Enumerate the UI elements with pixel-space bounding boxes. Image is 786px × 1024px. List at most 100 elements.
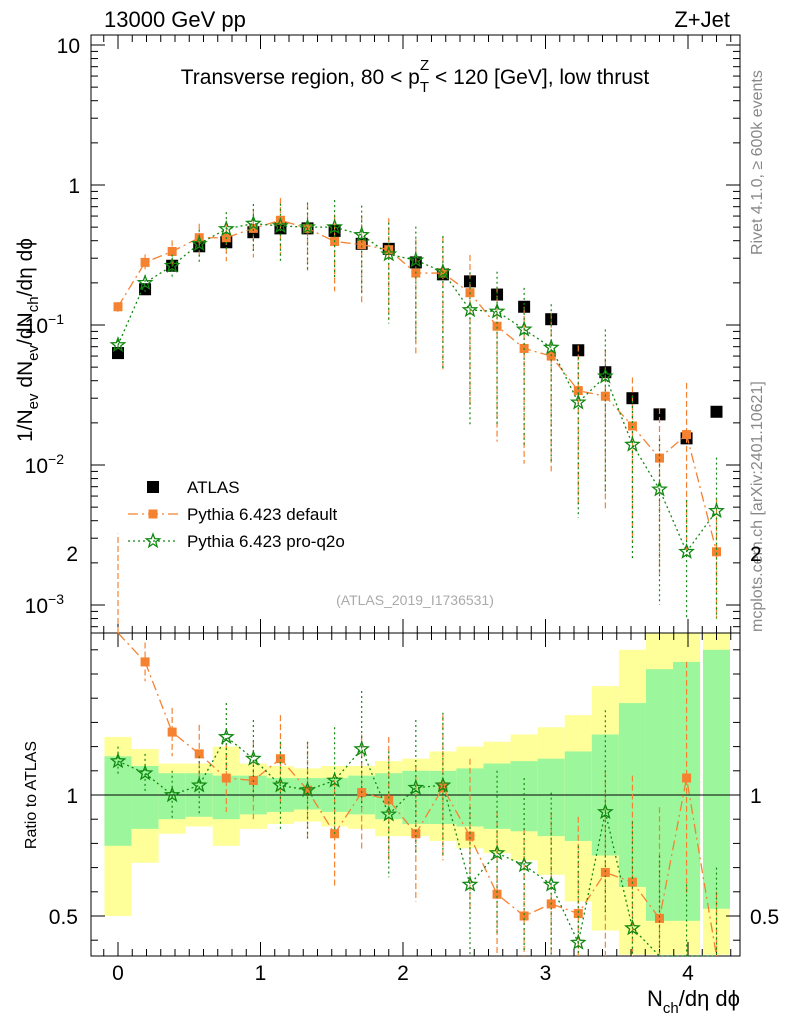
data-point — [217, 220, 235, 237]
ratio-point — [542, 875, 560, 892]
title-pre: Transverse region, 80 < p — [181, 66, 420, 89]
data-point — [488, 302, 506, 319]
x-axis-label: Nch/dη dϕ — [647, 986, 740, 1017]
legend-marker — [147, 481, 159, 493]
ratio-y-tick-label-right: 1 — [750, 785, 762, 808]
data-point — [167, 246, 177, 256]
legend: ATLAS Pythia 6.423 default Pythia 6.423 pr… — [128, 478, 345, 551]
data-point — [190, 234, 208, 251]
data-point — [596, 367, 614, 384]
collision-label: 13000 GeV pp — [104, 7, 246, 32]
x-tick-label: 3 — [540, 962, 552, 985]
data-point — [710, 405, 723, 418]
ratio-point — [515, 856, 533, 873]
title-sub: T — [420, 79, 429, 96]
data-point — [299, 218, 316, 235]
ratio-point — [136, 764, 154, 781]
ratio-point — [380, 805, 398, 822]
data-point — [653, 408, 666, 421]
data-point — [678, 542, 695, 559]
data-point — [624, 435, 641, 452]
ratio-point — [163, 786, 181, 803]
data-point — [407, 251, 425, 268]
data-point — [461, 301, 479, 318]
data-point — [492, 321, 502, 331]
ratio-y-tick-label: 2 — [66, 543, 78, 566]
rivet-label: Rivet 4.1.0, ≥ 600k events — [749, 70, 766, 255]
title-sup: Z — [420, 57, 429, 74]
analysis-reference: (ATLAS_2019_I1736531) — [336, 592, 494, 608]
data-point — [655, 453, 664, 463]
data-point — [357, 240, 367, 250]
ratio-uncertainty-bands — [104, 633, 730, 955]
data-point — [136, 274, 154, 290]
legend-label: ATLAS — [187, 478, 240, 497]
data-point — [573, 386, 583, 396]
data-point — [627, 421, 637, 431]
legend-entry: Pythia 6.423 default — [128, 505, 338, 524]
main-y-tick-exponent: −3 — [48, 591, 64, 607]
ratio-point — [326, 771, 344, 788]
main-y-tick-exponent: −2 — [48, 451, 64, 467]
data-point — [434, 262, 452, 279]
ratio-point — [272, 776, 289, 793]
main-y-tick-label: 10 — [57, 35, 80, 58]
ratio-panel: 0.5 0.5 1 1 2 2 0 1 2 3 4 Ratio to ATLAS Nch/dη dϕ — [23, 533, 779, 1017]
legend-marker — [148, 509, 158, 519]
mcplots-label: mcplots.cern.ch [arXiv:2401.10621] — [749, 381, 766, 632]
main-y-tick-exponent: −1 — [48, 311, 64, 327]
main-y-axis-label: 1/Nev dNev/dNch/dη dϕ — [14, 238, 42, 442]
ratio-point — [353, 740, 371, 757]
ratio-point — [624, 919, 641, 936]
data-point — [712, 547, 721, 557]
ratio-point — [190, 776, 208, 793]
ratio-point — [573, 909, 583, 919]
ratio-y-axis-label: Ratio to ATLAS — [23, 741, 40, 849]
series-line — [117, 222, 718, 554]
data-point — [682, 430, 692, 440]
ratio-point — [488, 844, 506, 861]
ratio-point — [303, 785, 313, 795]
x-tick-label: 2 — [397, 962, 409, 985]
ratio-point — [465, 831, 475, 841]
legend-marker — [144, 532, 162, 549]
ratio-point — [434, 776, 452, 793]
data-point — [163, 256, 181, 273]
data-point — [518, 300, 531, 313]
data-point — [109, 336, 127, 353]
ratio-point — [596, 803, 614, 820]
ratio-point — [682, 773, 692, 783]
ratio-line — [117, 735, 717, 957]
data-point — [515, 320, 533, 337]
data-point — [140, 257, 150, 267]
data-point — [463, 275, 476, 288]
ratio-point — [600, 867, 610, 877]
data-point — [545, 313, 558, 326]
legend-entry: ATLAS — [147, 478, 240, 497]
ratio-point — [569, 933, 587, 950]
ratio-point — [167, 727, 177, 737]
ratio-y-tick-label-right: 2 — [750, 543, 762, 566]
main-y-tick-label: 1 — [68, 175, 80, 198]
data-point — [380, 245, 398, 262]
ratio-axis-ticks: 0.5 0.5 1 1 2 2 0 1 2 3 4 — [49, 543, 779, 985]
inner-band — [104, 756, 132, 846]
process-label: Z+Jet — [674, 7, 730, 32]
series-2 — [109, 200, 725, 619]
ratio-point — [140, 657, 150, 667]
ratio-point — [244, 749, 262, 766]
ratio-point — [655, 913, 664, 923]
data-point — [244, 214, 262, 231]
ratio-point — [384, 795, 394, 805]
ratio-series — [109, 533, 718, 957]
data-point — [491, 288, 504, 301]
ratio-point — [194, 749, 204, 759]
x-tick-label: 1 — [255, 962, 267, 985]
main-y-tick-label: 10−3 — [25, 591, 65, 618]
data-point — [438, 268, 448, 278]
data-point — [708, 502, 725, 519]
data-point — [248, 223, 258, 233]
ratio-point — [492, 889, 502, 899]
